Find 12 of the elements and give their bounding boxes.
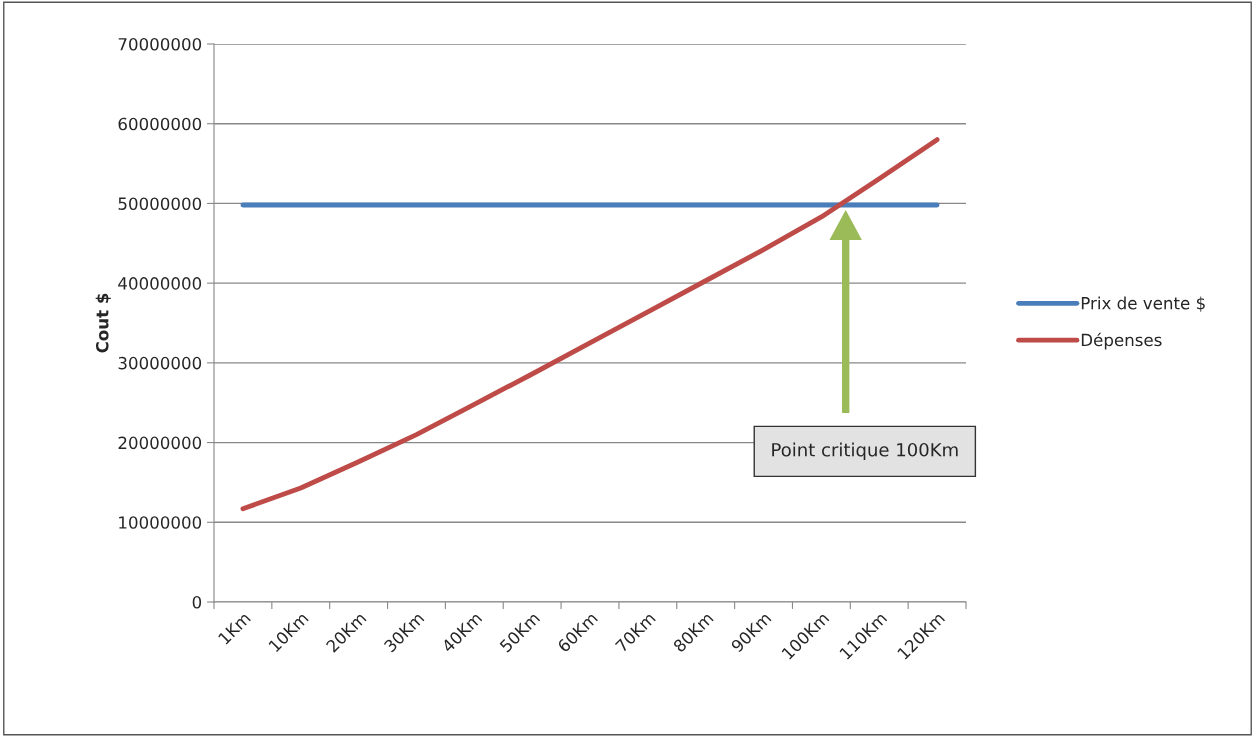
y-tick-label: 50000000 <box>118 197 202 210</box>
y-tick-label: 70000000 <box>118 37 202 51</box>
y-tick-label: 40000000 <box>118 277 202 290</box>
annotation: Point critique 100Km <box>772 442 958 461</box>
y-axis-title: Cout $ <box>95 293 111 353</box>
y-tick-label: 10000000 <box>119 516 202 529</box>
y-tick-label: 60000000 <box>118 117 202 131</box>
legend-label: Prix de vente $ <box>1081 296 1205 312</box>
y-tick-label: 30000000 <box>118 356 202 370</box>
legend-label: Dépenses <box>1081 332 1162 350</box>
y-tick-label: 0 <box>192 595 202 609</box>
y-tick-label: 20000000 <box>118 436 202 450</box>
